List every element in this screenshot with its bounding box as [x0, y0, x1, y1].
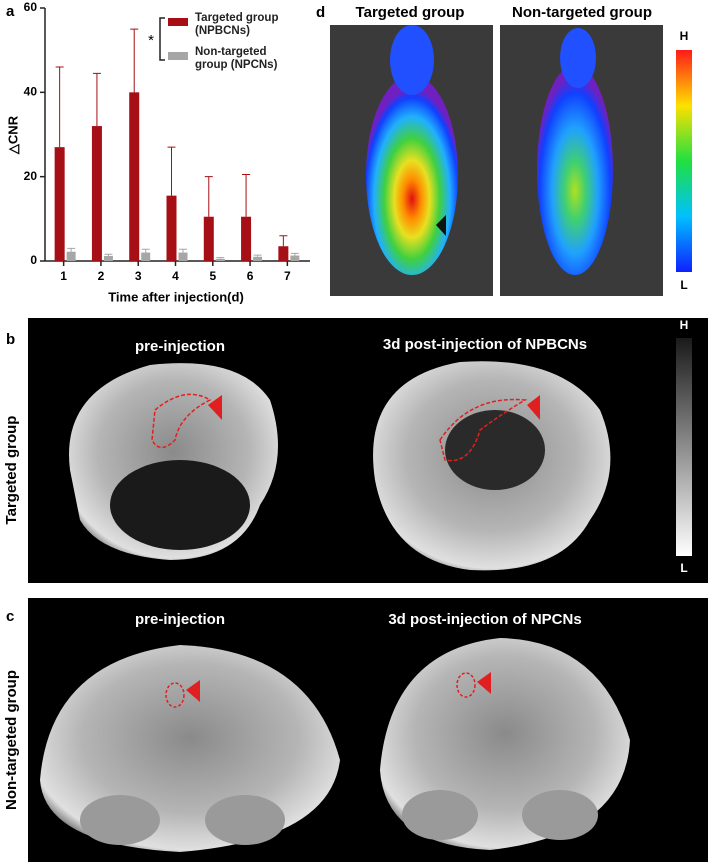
- error-bar: [104, 253, 113, 256]
- mri-structure: [445, 410, 545, 490]
- x-tick-label: 1: [60, 269, 67, 283]
- error-bar: [216, 257, 225, 259]
- row-label: Non-targeted group: [3, 670, 20, 810]
- mouse-signal: [537, 65, 613, 275]
- y-tick-label: 60: [24, 0, 38, 14]
- error-bar: [92, 72, 101, 127]
- panel-label: a: [6, 3, 15, 20]
- arrowhead: [527, 395, 540, 420]
- colorbar: [676, 50, 692, 272]
- error-bar: [242, 174, 251, 217]
- y-tick-label: 0: [30, 253, 37, 267]
- error-bar: [167, 146, 176, 196]
- legend-swatch: [168, 52, 188, 60]
- x-tick-label: 6: [247, 269, 254, 283]
- legend-swatch: [168, 18, 188, 26]
- roi-outline: [456, 672, 476, 698]
- arrowhead: [208, 395, 222, 420]
- x-axis-label: Time after injection(d): [108, 289, 244, 304]
- image-title: Targeted group: [356, 4, 465, 21]
- significance-mark: *: [148, 32, 154, 49]
- significance-bracket: [159, 17, 165, 61]
- mri-structure: [522, 790, 598, 840]
- bar: [141, 252, 151, 261]
- error-bar: [55, 66, 64, 148]
- error-bar: [279, 235, 288, 247]
- roi-outline: [165, 682, 185, 708]
- x-tick-label: 5: [209, 269, 216, 283]
- error-bar: [67, 247, 76, 252]
- mri-structure: [402, 790, 478, 840]
- bar: [278, 246, 289, 261]
- arrowhead: [436, 215, 446, 236]
- panel-label: c: [6, 608, 14, 625]
- panel-label: b: [6, 331, 15, 348]
- y-axis-label: △CNR: [5, 115, 20, 155]
- image-title: pre-injection: [135, 338, 225, 355]
- image-title: 3d post-injection of NPBCNs: [383, 336, 587, 353]
- image-title: Non-targeted group: [512, 4, 652, 21]
- image-title: pre-injection: [135, 611, 225, 628]
- mouse-signal: [366, 75, 458, 275]
- error-bar: [290, 252, 299, 256]
- grayscale-bar: [676, 338, 692, 556]
- error-bar: [253, 254, 262, 257]
- bar: [203, 216, 214, 261]
- mouse-head: [560, 28, 596, 88]
- mri-structure: [80, 795, 160, 845]
- legend-label: Non-targeted group (NPCNs): [195, 46, 278, 71]
- bar: [290, 255, 300, 261]
- scale-high: H: [680, 29, 689, 43]
- image-title: 3d post-injection of NPCNs: [388, 611, 581, 628]
- bar: [215, 258, 225, 261]
- panel-label: d: [316, 4, 325, 21]
- bar: [54, 147, 65, 261]
- arrowhead: [477, 672, 491, 694]
- x-tick-label: 3: [135, 269, 142, 283]
- scale-high: H: [680, 318, 689, 332]
- error-bar: [130, 28, 139, 93]
- bar: [66, 251, 76, 261]
- mouse-head: [390, 25, 434, 95]
- scale-low: L: [680, 278, 687, 292]
- roi-outline: [151, 393, 212, 449]
- bar: [178, 252, 188, 261]
- row-label: Targeted group: [3, 416, 20, 525]
- bar: [241, 216, 252, 261]
- y-tick-label: 40: [24, 85, 38, 99]
- bar: [91, 126, 102, 261]
- arrowhead: [186, 680, 200, 702]
- mri-structure: [110, 460, 250, 550]
- y-tick-label: 20: [24, 169, 38, 183]
- error-bar: [179, 248, 187, 253]
- bar: [129, 92, 140, 261]
- error-bar: [141, 248, 150, 253]
- x-tick-label: 2: [98, 269, 105, 283]
- bar: [166, 195, 177, 261]
- mri-structure: [205, 795, 285, 845]
- bar: [103, 255, 113, 261]
- x-tick-label: 4: [172, 269, 179, 283]
- roi-outline: [439, 398, 528, 462]
- bar: [253, 256, 263, 261]
- x-tick-label: 7: [284, 269, 291, 283]
- legend-label: Targeted group (NPBCNs): [195, 12, 279, 37]
- error-bar: [204, 176, 213, 217]
- scale-low: L: [680, 561, 687, 575]
